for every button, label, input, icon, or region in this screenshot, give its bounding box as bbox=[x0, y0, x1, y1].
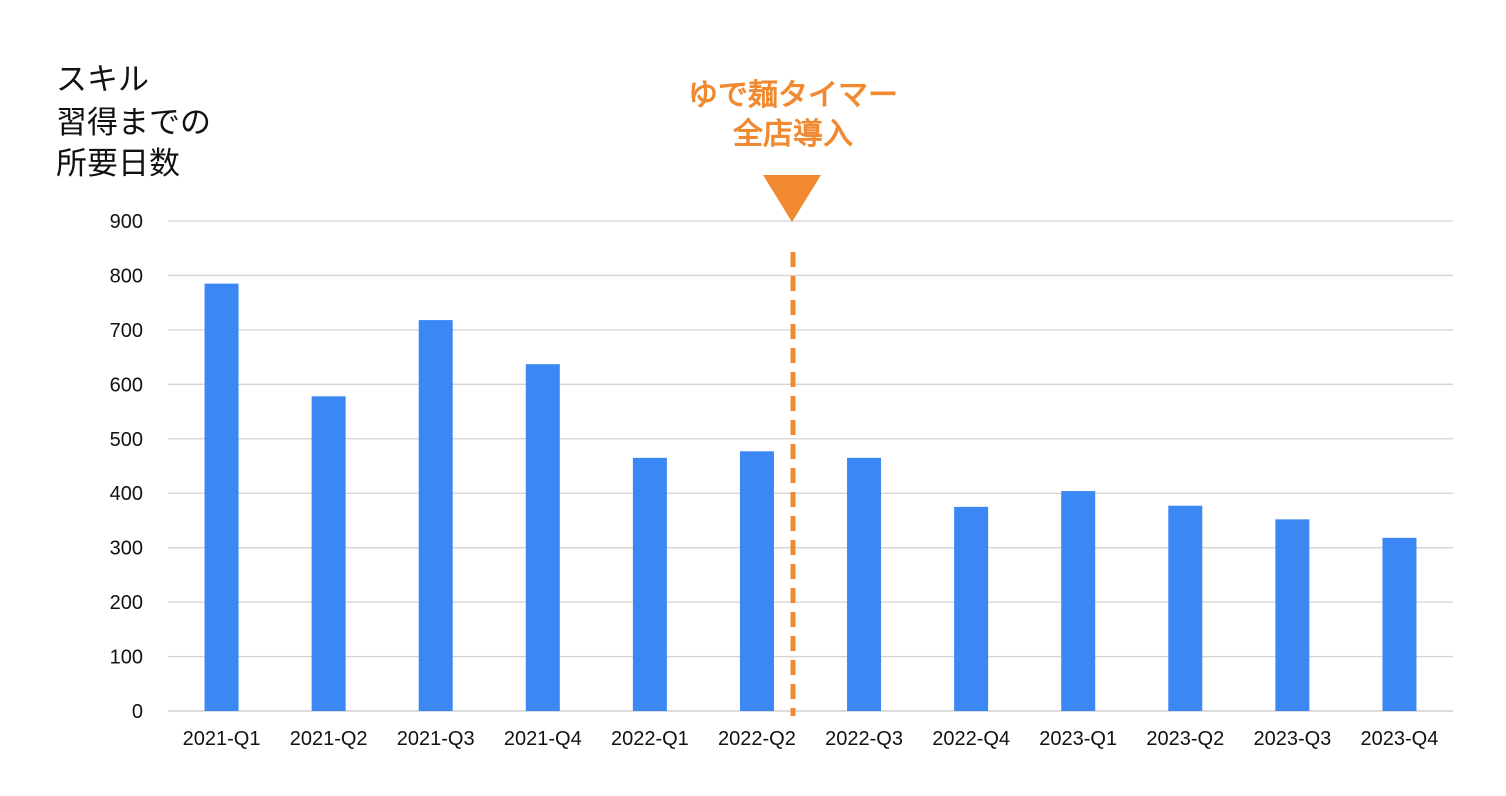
bar bbox=[525, 364, 560, 711]
x-axis-ticks: 2021-Q1 2021-Q2 2021-Q3 2021-Q4 2022-Q1 2022-… bbox=[183, 728, 1439, 750]
bar bbox=[847, 457, 882, 711]
y-axis-label-line: 習得までの bbox=[56, 105, 211, 141]
bar bbox=[1275, 519, 1310, 711]
y-tick-label: 900 bbox=[110, 211, 143, 233]
y-tick-label: 700 bbox=[110, 320, 143, 342]
annotation-marker-triangle bbox=[763, 175, 821, 222]
annotation-text-line: ゆで麺タイマー bbox=[688, 78, 898, 113]
y-tick-label: 300 bbox=[110, 538, 143, 560]
y-tick-label: 100 bbox=[110, 647, 143, 669]
bar bbox=[1061, 491, 1096, 711]
annotation-text-line: 全店導入 bbox=[732, 117, 853, 152]
bar bbox=[311, 396, 346, 711]
x-tick-label: 2023-Q3 bbox=[1253, 728, 1331, 750]
y-axis-ticks: 0 100 200 300 400 500 600 700 800 900 bbox=[110, 211, 143, 723]
y-axis-label-line: スキル bbox=[56, 62, 149, 98]
y-tick-label: 500 bbox=[110, 429, 143, 451]
y-tick-label: 400 bbox=[110, 483, 143, 505]
bar bbox=[954, 506, 989, 711]
x-tick-label: 2022-Q2 bbox=[718, 728, 796, 750]
x-tick-label: 2021-Q3 bbox=[397, 728, 475, 750]
x-tick-label: 2021-Q1 bbox=[183, 728, 261, 750]
bar bbox=[739, 451, 774, 711]
x-tick-label: 2022-Q4 bbox=[932, 728, 1010, 750]
bar bbox=[1168, 505, 1203, 711]
y-axis-label-line: 所要日数 bbox=[56, 146, 180, 182]
y-tick-label: 600 bbox=[110, 374, 143, 396]
y-tick-label: 200 bbox=[110, 592, 143, 614]
x-tick-label: 2022-Q1 bbox=[611, 728, 689, 750]
x-tick-label: 2023-Q1 bbox=[1039, 728, 1117, 750]
y-tick-label: 0 bbox=[132, 701, 143, 723]
bar bbox=[204, 283, 239, 711]
y-tick-label: 800 bbox=[110, 265, 143, 287]
bars bbox=[204, 283, 1417, 711]
x-tick-label: 2023-Q4 bbox=[1361, 728, 1439, 750]
gridlines bbox=[168, 220, 1453, 712]
x-tick-label: 2023-Q2 bbox=[1146, 728, 1224, 750]
x-tick-label: 2022-Q3 bbox=[825, 728, 903, 750]
x-tick-label: 2021-Q2 bbox=[290, 728, 368, 750]
bar bbox=[418, 320, 453, 711]
y-axis-label: スキル 習得までの 所要日数 bbox=[56, 62, 211, 182]
bar bbox=[1382, 537, 1417, 711]
x-tick-label: 2021-Q4 bbox=[504, 728, 582, 750]
bar bbox=[632, 457, 667, 711]
annotation: ゆで麺タイマー 全店導入 bbox=[688, 78, 898, 716]
